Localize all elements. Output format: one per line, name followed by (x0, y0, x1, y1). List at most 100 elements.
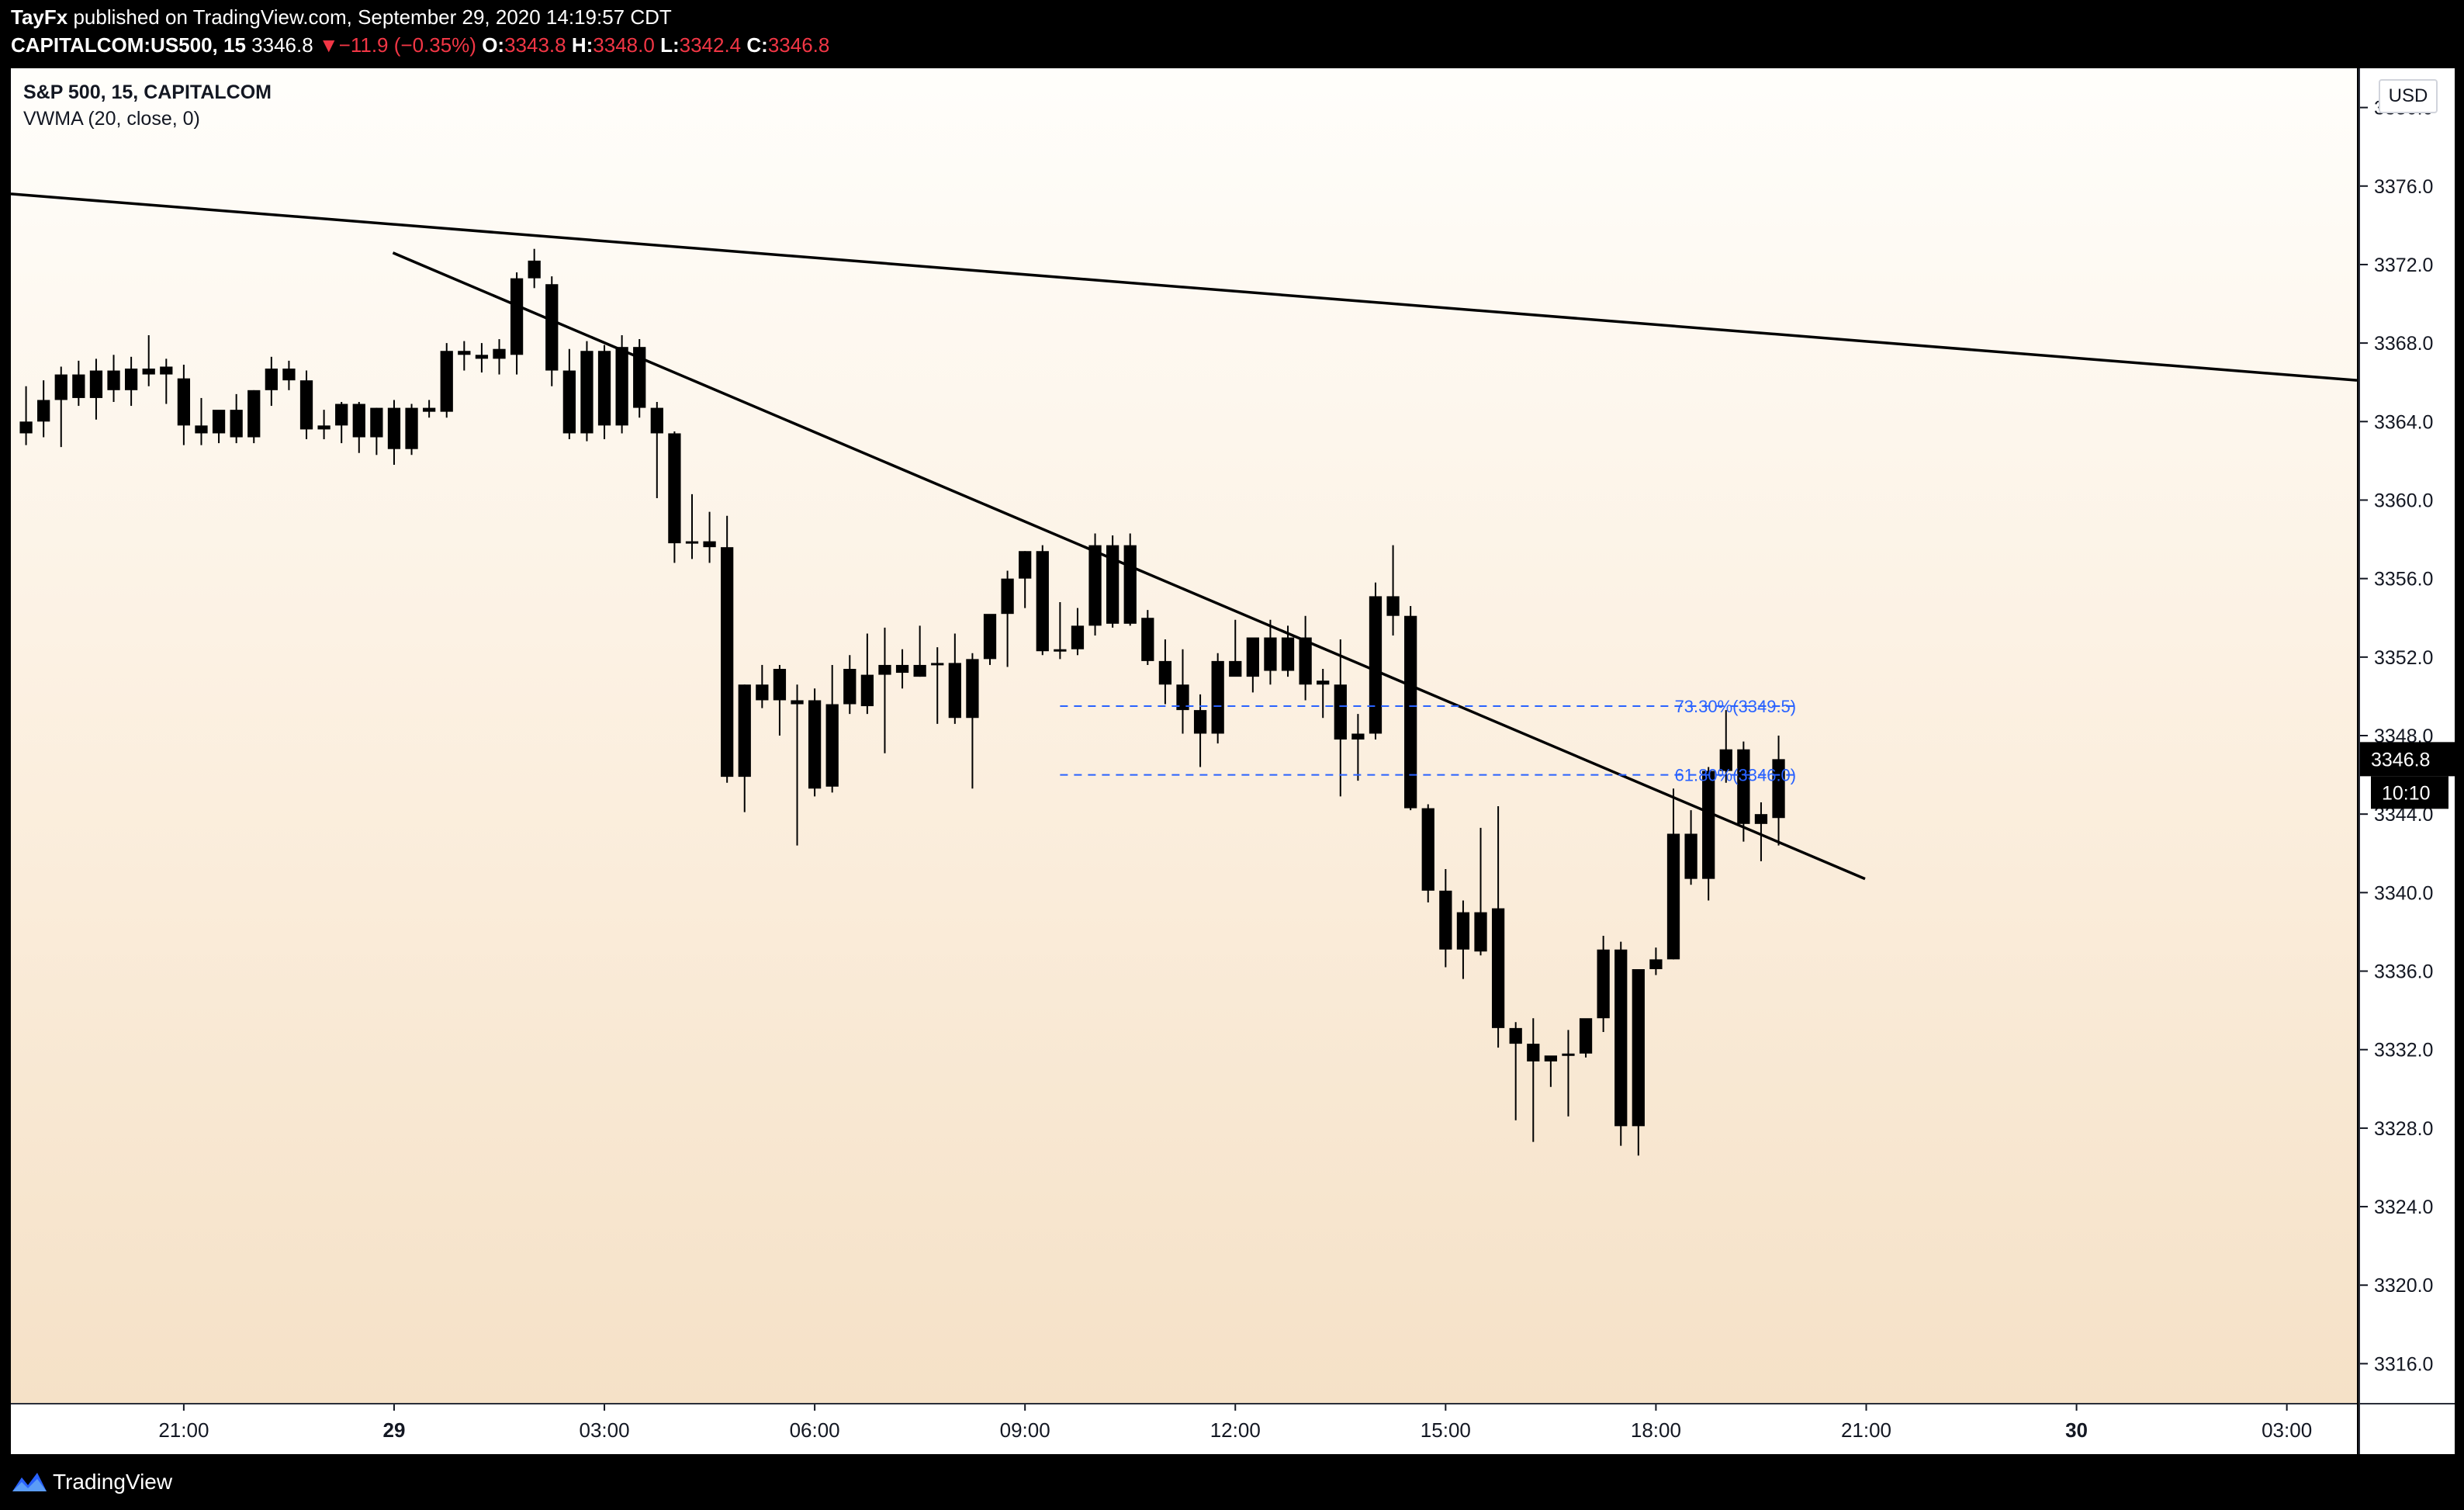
candle[interactable] (1737, 741, 1750, 842)
candle[interactable] (545, 276, 559, 386)
candle[interactable] (1649, 947, 1663, 975)
candle[interactable] (1369, 582, 1383, 740)
candle[interactable] (405, 403, 418, 455)
candle[interactable] (1176, 649, 1189, 734)
candle[interactable] (1562, 1030, 1575, 1117)
candle[interactable] (440, 343, 453, 418)
candle[interactable] (177, 364, 191, 445)
candle[interactable] (1666, 788, 1680, 960)
candle[interactable] (1351, 714, 1365, 781)
candle[interactable] (458, 341, 471, 371)
candle[interactable] (843, 655, 857, 715)
candle[interactable] (1106, 535, 1120, 628)
candle[interactable] (948, 633, 961, 724)
candle[interactable] (633, 339, 646, 418)
candle[interactable] (352, 402, 365, 453)
price-scale[interactable]: 3316.0 3320.0 3324.0 3328.0 3332.0 3336.0 3340… (2358, 68, 2455, 1403)
currency-badge[interactable]: USD (2379, 79, 2438, 113)
candle[interactable] (423, 400, 436, 418)
candle[interactable] (1246, 637, 1259, 693)
candle[interactable] (756, 664, 769, 708)
candle[interactable] (195, 397, 208, 445)
candle[interactable] (1158, 639, 1172, 705)
candle[interactable] (1317, 669, 1330, 719)
candle[interactable] (1597, 936, 1610, 1032)
candle[interactable] (282, 360, 296, 390)
candle[interactable] (265, 356, 278, 407)
candle[interactable] (1719, 710, 1732, 783)
candle[interactable] (1527, 1018, 1540, 1142)
indicator-label[interactable]: VWMA (20, close, 0) (23, 108, 200, 130)
candle[interactable] (878, 627, 891, 753)
candle[interactable] (1141, 610, 1154, 665)
candle[interactable] (1229, 619, 1242, 677)
candle[interactable] (1281, 625, 1295, 677)
candle[interactable] (317, 410, 330, 440)
candle[interactable] (1036, 545, 1049, 656)
candle[interactable] (1772, 736, 1785, 846)
candle[interactable] (335, 402, 348, 444)
candle[interactable] (1193, 694, 1207, 767)
candle[interactable] (247, 390, 261, 444)
candle[interactable] (1211, 653, 1224, 744)
candle[interactable] (1474, 827, 1487, 956)
candle[interactable] (299, 370, 313, 440)
candle[interactable] (966, 653, 979, 789)
candle[interactable] (668, 431, 681, 563)
candle[interactable] (1123, 533, 1137, 626)
candle[interactable] (1439, 869, 1452, 968)
candle[interactable] (1299, 615, 1312, 701)
candle[interactable] (562, 348, 576, 440)
candle[interactable] (580, 341, 594, 442)
candle[interactable] (89, 358, 103, 420)
candle[interactable] (597, 345, 611, 440)
candle[interactable] (808, 688, 822, 797)
candle[interactable] (475, 343, 489, 373)
candle[interactable] (1614, 941, 1628, 1146)
candle[interactable] (1684, 810, 1697, 885)
candle[interactable] (1491, 806, 1505, 1048)
candlestick-plot[interactable]: 73.30%(3349.5) 61.80%(3346.0) (11, 68, 2357, 1403)
candle[interactable] (685, 494, 699, 559)
candle[interactable] (160, 358, 173, 404)
candle[interactable] (493, 339, 506, 375)
candle[interactable] (983, 614, 997, 665)
candle[interactable] (913, 625, 926, 677)
candle[interactable] (72, 360, 85, 407)
candle[interactable] (1579, 1018, 1593, 1058)
candle[interactable] (1088, 533, 1102, 636)
candle[interactable] (124, 356, 138, 407)
candle[interactable] (825, 664, 839, 793)
candle[interactable] (142, 335, 155, 386)
candle[interactable] (1404, 606, 1417, 811)
candle[interactable] (212, 410, 226, 444)
candle[interactable] (230, 393, 243, 444)
candle[interactable] (860, 633, 874, 715)
candle[interactable] (1544, 1055, 1558, 1087)
candle[interactable] (1334, 639, 1347, 797)
candle[interactable] (19, 386, 33, 445)
candle[interactable] (703, 511, 716, 563)
candle[interactable] (791, 684, 804, 846)
candle[interactable] (1071, 608, 1085, 656)
candle[interactable] (1754, 802, 1768, 861)
candle[interactable] (1001, 570, 1014, 667)
candle[interactable] (738, 684, 751, 812)
candle[interactable] (615, 335, 628, 434)
candle[interactable] (1509, 1022, 1522, 1120)
candle[interactable] (510, 272, 524, 375)
series-title[interactable]: S&P 500, 15, CAPITALCOM (23, 81, 272, 103)
candle[interactable] (773, 664, 787, 736)
candle[interactable] (387, 400, 401, 465)
candle[interactable] (650, 402, 663, 498)
candle[interactable] (37, 380, 50, 438)
time-scale[interactable]: 21:00 29 03:00 06:00 09:00 12:00 15:00 18:00 21:… (11, 1403, 2357, 1456)
candle[interactable] (54, 366, 67, 448)
candle[interactable] (1456, 900, 1470, 979)
candle[interactable] (1632, 969, 1645, 1156)
chart-pane[interactable]: 73.30%(3349.5) 61.80%(3346.0) S&P 500, 15… (11, 68, 2357, 1403)
candle[interactable] (107, 355, 120, 402)
candle[interactable] (1019, 551, 1032, 608)
candle[interactable] (931, 647, 944, 724)
candle[interactable] (1702, 767, 1715, 901)
